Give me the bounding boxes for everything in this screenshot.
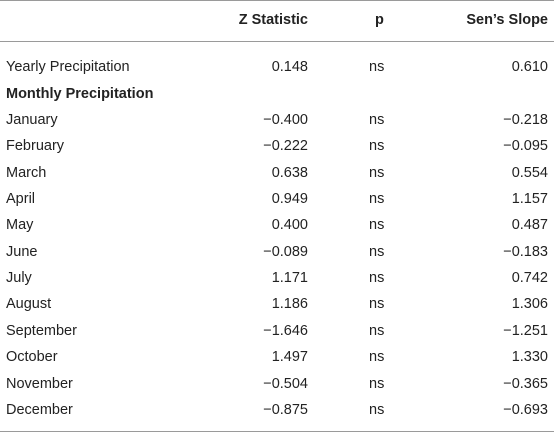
header-sens-slope: Sen’s Slope (466, 12, 548, 28)
row-p: ns (369, 322, 385, 339)
table-row: August 1.186 ns 1.306 (0, 291, 554, 317)
row-slope: 0.487 (511, 217, 548, 234)
row-z: 1.186 (271, 296, 308, 313)
table-row: September −1.646 ns −1.251 (0, 318, 554, 344)
row-z: 1.171 (271, 270, 308, 287)
table-row: November −0.504 ns −0.365 (0, 371, 554, 397)
row-z: 0.400 (271, 217, 308, 234)
row-z: −0.089 (263, 243, 308, 260)
row-label: March (6, 164, 47, 181)
table-top-rule (0, 0, 554, 1)
row-z: −0.875 (263, 401, 308, 418)
table-row: June −0.089 ns −0.183 (0, 239, 554, 265)
row-slope: 0.554 (511, 164, 548, 181)
row-z: 1.497 (271, 349, 308, 366)
row-p: ns (369, 138, 385, 155)
row-label: June (6, 243, 38, 260)
row-label: Yearly Precipitation (6, 59, 130, 75)
table-header-row: Z Statistic p Sen’s Slope (0, 7, 554, 33)
row-p: ns (369, 59, 385, 75)
row-p: ns (369, 217, 385, 234)
row-p: ns (369, 349, 385, 366)
header-z-statistic: Z Statistic (238, 12, 308, 28)
row-z: 0.949 (271, 191, 308, 208)
row-z: 0.638 (271, 164, 308, 181)
row-label: August (6, 296, 52, 313)
table-header-rule (0, 41, 554, 42)
table-row: January −0.400 ns −0.218 (0, 107, 554, 133)
table-row: February −0.222 ns −0.095 (0, 133, 554, 159)
row-z: −1.646 (263, 322, 308, 339)
row-slope: −0.183 (503, 243, 548, 260)
table-row: December −0.875 ns −0.693 (0, 397, 554, 423)
row-z: −0.222 (263, 138, 308, 155)
row-slope: −0.693 (503, 401, 548, 418)
row-slope: 0.610 (511, 59, 548, 75)
row-slope: 1.157 (511, 191, 548, 208)
table-row: October 1.497 ns 1.330 (0, 344, 554, 370)
row-slope: 0.742 (511, 270, 548, 287)
row-slope: −0.218 (503, 112, 548, 128)
row-slope: −1.251 (503, 322, 548, 339)
row-p: ns (369, 296, 385, 313)
row-p: ns (369, 270, 385, 287)
section-label: Monthly Precipitation (6, 86, 154, 102)
row-p: ns (369, 191, 385, 208)
row-p: ns (369, 401, 385, 418)
row-p: ns (369, 243, 385, 260)
table-bottom-rule (0, 431, 554, 432)
row-p: ns (369, 112, 385, 128)
row-label: November (6, 375, 73, 392)
row-label: September (6, 322, 77, 339)
header-p: p (375, 12, 384, 28)
row-label: January (6, 112, 58, 128)
row-label: February (6, 138, 65, 155)
row-slope: 1.330 (511, 349, 548, 366)
row-z: −0.504 (263, 375, 308, 392)
row-slope: −0.365 (503, 375, 548, 392)
section-heading-monthly: Monthly Precipitation (0, 81, 554, 107)
row-label: October (6, 349, 58, 366)
row-slope: −0.095 (503, 138, 548, 155)
table-row: July 1.171 ns 0.742 (0, 265, 554, 291)
row-slope: 1.306 (511, 296, 548, 313)
row-label: April (6, 191, 36, 208)
table-row: May 0.400 ns 0.487 (0, 212, 554, 238)
row-p: ns (369, 375, 385, 392)
row-p: ns (369, 164, 385, 181)
row-label: December (6, 401, 73, 418)
row-label: May (6, 217, 34, 234)
row-z: 0.148 (271, 59, 308, 75)
row-z: −0.400 (263, 112, 308, 128)
table-row: March 0.638 ns 0.554 (0, 160, 554, 186)
table-row-yearly: Yearly Precipitation 0.148 ns 0.610 (0, 54, 554, 80)
table-row: April 0.949 ns 1.157 (0, 186, 554, 212)
row-label: July (6, 270, 32, 287)
